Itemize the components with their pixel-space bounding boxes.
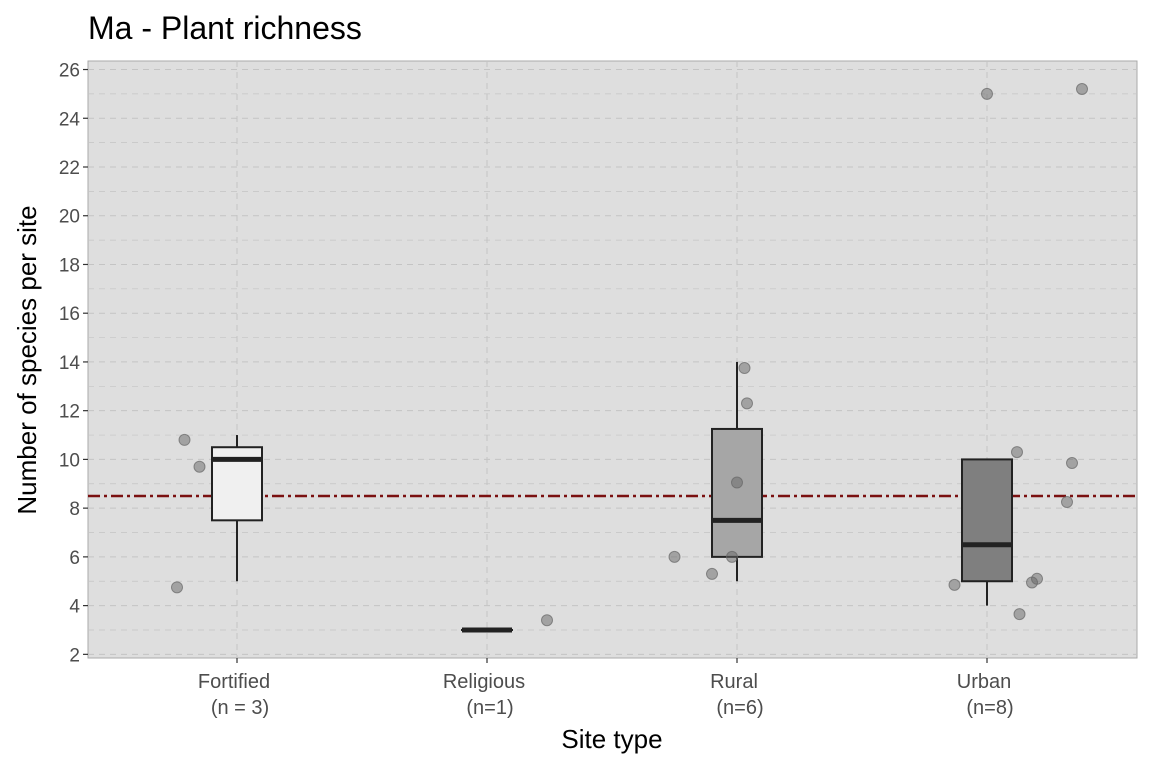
data-point	[1066, 457, 1078, 470]
y-tick-label: 26	[59, 61, 80, 82]
data-point	[541, 614, 553, 627]
data-point	[741, 397, 753, 410]
x-tick-label: Urban	[957, 671, 1011, 693]
data-point	[1076, 83, 1088, 96]
data-point	[668, 550, 681, 563]
x-tick-count-label: (n=6)	[716, 697, 763, 719]
data-point	[171, 581, 183, 594]
y-tick-label: 20	[59, 207, 80, 228]
x-tick-count-label: (n=8)	[966, 697, 1013, 719]
box-urban	[961, 458, 1013, 606]
box-body	[961, 458, 1013, 583]
chart-title: Ma - Plant richness	[88, 10, 362, 46]
data-point	[738, 362, 751, 375]
data-points	[171, 83, 1088, 627]
box-fortified	[211, 435, 263, 582]
data-point	[178, 433, 191, 446]
y-tick-label: 2	[69, 645, 80, 666]
y-axis-title: Number of species per site	[12, 205, 42, 514]
x-axis: Fortified (n = 3) Religious (n=1) Rural (n=6)…	[198, 658, 1014, 719]
data-point	[726, 550, 738, 563]
data-point	[193, 460, 206, 473]
data-point	[981, 87, 993, 100]
boxes	[211, 361, 1013, 633]
y-tick-label: 24	[59, 109, 81, 130]
box-body	[711, 427, 763, 558]
y-tick-label: 22	[59, 158, 80, 179]
x-tick-label: Fortified	[198, 671, 270, 693]
y-tick-label: 10	[59, 450, 80, 471]
x-tick-count-label: (n=1)	[466, 697, 513, 719]
data-point	[731, 476, 743, 489]
y-tick-label: 16	[59, 304, 80, 325]
x-tick-label: Religious	[443, 671, 525, 693]
y-tick-label: 4	[69, 597, 80, 618]
x-tick-label: Rural	[710, 671, 758, 693]
y-tick-label: 14	[59, 353, 81, 374]
x-tick-count-label: (n = 3)	[211, 697, 269, 719]
y-tick-label: 8	[69, 499, 80, 520]
data-point	[948, 578, 961, 591]
data-point	[1013, 608, 1026, 621]
data-point	[1061, 496, 1073, 509]
data-point	[706, 567, 718, 580]
y-tick-label: 6	[69, 548, 80, 569]
y-tick-label: 18	[59, 255, 80, 276]
x-axis-title: Site type	[561, 724, 662, 754]
y-tick-label: 12	[59, 402, 80, 423]
data-point	[1011, 446, 1023, 459]
data-point	[1031, 572, 1043, 585]
